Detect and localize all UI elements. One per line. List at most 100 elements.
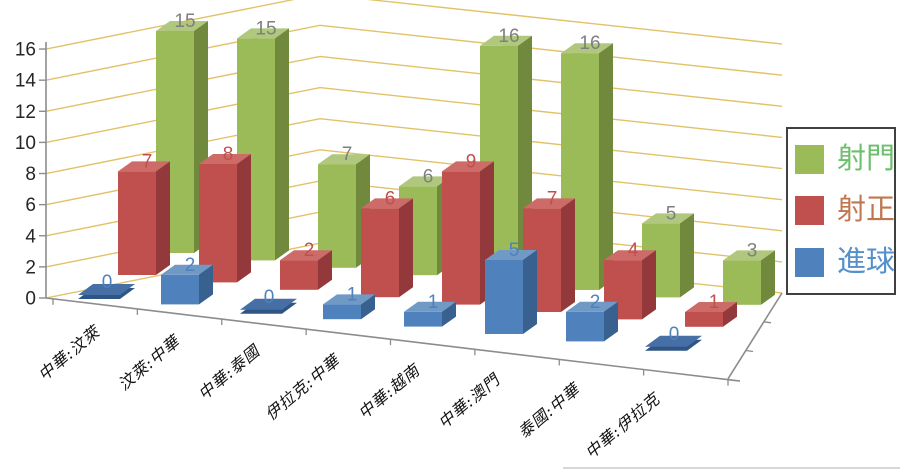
bar-side-射門-5 — [599, 43, 613, 291]
gridline — [45, 55, 783, 112]
bar-射正-1 — [199, 164, 237, 283]
category-label-3: 伊拉克:中華 — [261, 350, 345, 425]
legend-label-goals: 進球 — [837, 245, 896, 278]
bar-side-射門-7 — [761, 250, 775, 305]
bar-value-進球-4: 1 — [428, 292, 439, 313]
bar-射正-2 — [280, 260, 318, 290]
bar-射正-0 — [118, 171, 156, 275]
legend: 射門 射正 進球 — [786, 127, 896, 295]
zero-tile-進球-0 — [78, 284, 135, 295]
legend-swatch-shots — [795, 145, 824, 175]
bar-side-射正-3 — [399, 198, 413, 298]
bar-side-射門-1 — [275, 28, 289, 261]
bar-top-射門-1 — [237, 28, 289, 39]
bar-value-射正-6: 4 — [628, 240, 639, 261]
category-label-0: 中華:汶萊 — [34, 321, 105, 385]
bar-side-進球-5 — [523, 250, 537, 334]
bar-value-進球-2: 0 — [264, 287, 275, 308]
bar-top-射門-6 — [642, 213, 694, 224]
bar-value-進球-5: 5 — [509, 240, 520, 261]
y-axis-tick-label: 2 — [25, 257, 36, 278]
gridline — [45, 24, 783, 81]
y-axis-tick-label: 10 — [15, 133, 36, 154]
bar-side-進球-4 — [442, 301, 456, 327]
bar-top-射正-4 — [442, 161, 494, 172]
gridline — [45, 0, 783, 50]
bar-進球-3 — [323, 304, 361, 320]
legend-label-shots: 射門 — [837, 143, 896, 176]
category-label-5: 中華:澳門 — [434, 369, 504, 432]
legend-item-on-target: 射正 — [795, 194, 896, 227]
legend-label-on-target: 射正 — [837, 194, 896, 227]
bar-value-進球-0: 0 — [102, 272, 113, 293]
bar-top-射正-0 — [118, 161, 170, 172]
y-axis-tick-label: 14 — [15, 71, 37, 92]
bar-value-射門-3: 6 — [423, 166, 434, 187]
bar-value-射門-7: 3 — [747, 240, 758, 261]
category-label-7: 中華:伊拉克 — [581, 389, 664, 463]
bar-value-射正-2: 2 — [304, 240, 315, 261]
bar-value-射門-1: 15 — [255, 18, 276, 39]
depth-axis-line — [727, 292, 783, 380]
bar-side-射正-2 — [318, 250, 332, 290]
bar-top-射正-2 — [280, 250, 332, 261]
category-label-4: 中華:越南 — [354, 359, 425, 423]
bar-top-射門-3 — [399, 176, 451, 187]
y-axis-tick-label: 6 — [25, 195, 36, 216]
bar-value-射正-3: 6 — [385, 188, 396, 209]
legend-item-goals: 進球 — [795, 245, 896, 278]
bar-top-進球-5 — [485, 250, 537, 260]
depth-axis-tick — [763, 321, 772, 324]
bar-side-射正-6 — [642, 250, 656, 320]
bar-top-射正-3 — [361, 198, 413, 209]
bar-value-射正-5: 7 — [547, 188, 558, 209]
bar-進球-4 — [404, 311, 442, 327]
zero-tile-進球-7 — [645, 335, 702, 347]
bar-side-射正-5 — [561, 198, 575, 312]
category-label-6: 泰國:中華 — [514, 378, 585, 442]
depth-axis-tick — [745, 349, 754, 353]
y-axis-tick-label: 16 — [15, 40, 36, 61]
y-axis-tick-label: 12 — [15, 102, 36, 123]
bar-value-射正-4: 9 — [466, 151, 477, 172]
category-label-1: 汶萊:中華 — [114, 330, 185, 394]
bar-value-進球-6: 2 — [590, 292, 601, 313]
bar-value-進球-7: 0 — [669, 324, 680, 345]
bar-top-進球-4 — [404, 301, 456, 312]
y-axis-tick-label: 4 — [25, 226, 36, 247]
bar-射正-4 — [442, 171, 480, 305]
bar-進球-5 — [485, 260, 523, 334]
bar-side-進球-3 — [361, 294, 375, 320]
gridline — [45, 118, 783, 175]
bar-top-射正-6 — [604, 250, 656, 261]
legend-swatch-goals — [795, 247, 824, 277]
bar-top-射門-4 — [480, 35, 532, 46]
bar-top-射門-7 — [723, 250, 775, 261]
bar-value-射門-5: 16 — [579, 33, 600, 54]
zero-tile-進球-2 — [240, 298, 297, 310]
bar-side-射正-7 — [723, 302, 737, 327]
bar-value-射門-4: 16 — [498, 26, 519, 47]
bar-top-射正-7 — [685, 302, 737, 312]
bar-value-射門-2: 7 — [342, 144, 353, 165]
y-axis-tick-label: 0 — [25, 289, 36, 310]
bar-value-射正-0: 7 — [142, 151, 153, 172]
bar-side-進球-6 — [604, 301, 618, 342]
category-axis-line — [45, 297, 741, 382]
bar-value-進球-3: 1 — [347, 284, 358, 305]
bar-top-射正-1 — [199, 154, 251, 164]
bar-value-射正-7: 1 — [709, 292, 720, 313]
bar-射門-7 — [723, 260, 761, 305]
gridline — [45, 86, 783, 144]
bar-進球-6 — [566, 311, 604, 342]
legend-item-shots: 射門 — [795, 143, 896, 176]
bar-top-進球-3 — [323, 294, 375, 305]
bar-value-射門-0: 15 — [174, 11, 195, 32]
category-label-2: 中華:泰國 — [194, 341, 264, 404]
y-axis-tick-label: 8 — [25, 164, 36, 185]
bar-射正-7 — [685, 312, 723, 327]
bar-射正-3 — [361, 208, 399, 298]
bar-top-進球-1 — [161, 264, 213, 275]
